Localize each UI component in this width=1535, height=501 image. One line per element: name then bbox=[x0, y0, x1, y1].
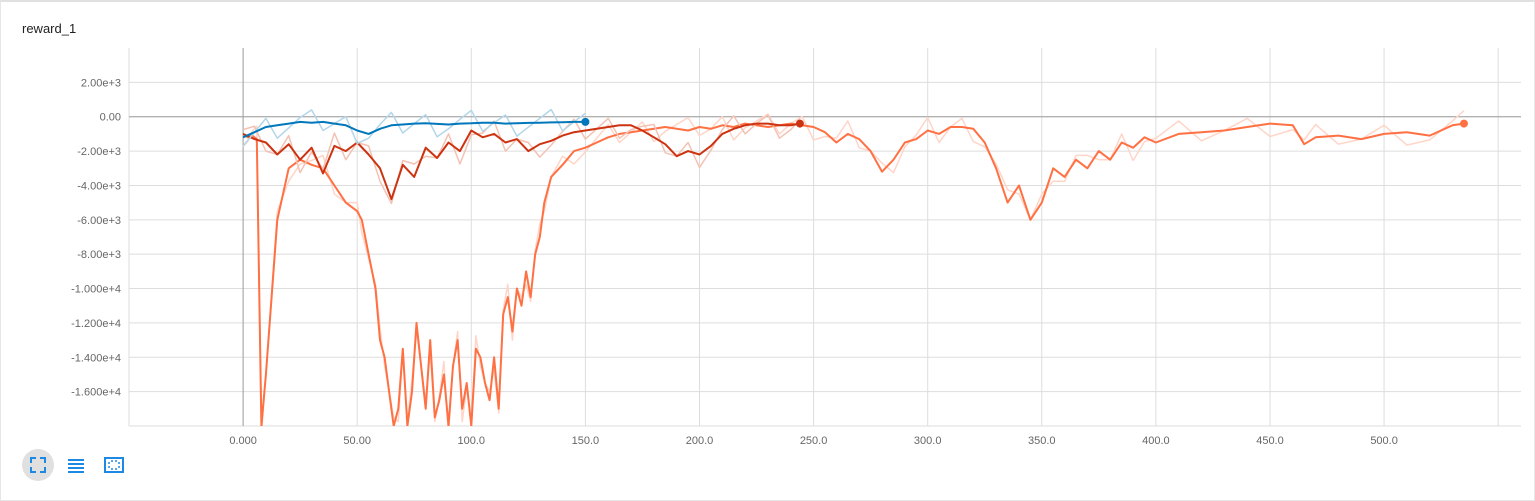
dashed-frame-icon bbox=[104, 457, 124, 473]
chart-title: reward_1 bbox=[22, 21, 77, 36]
x-tick-label: 250.0 bbox=[800, 435, 828, 447]
x-tick-label: 150.0 bbox=[572, 435, 600, 447]
series-end-point[interactable] bbox=[1459, 119, 1468, 128]
y-tick-label: -6.00e+3 bbox=[77, 215, 121, 227]
tick-label-layer: 0.000 50.00 100.0 150.0 200.0 250.0 300.0 350.0… bbox=[71, 77, 1398, 447]
series-raw-line bbox=[242, 114, 801, 205]
toggle-zoom-button[interactable] bbox=[98, 449, 130, 481]
y-tick-label: -2.00e+3 bbox=[77, 146, 121, 158]
y-tick-label: -8.00e+3 bbox=[77, 249, 121, 261]
y-tick-label: -1.400e+4 bbox=[71, 352, 121, 364]
y-tick-label: -1.200e+4 bbox=[71, 318, 121, 330]
y-tick-label: -1.000e+4 bbox=[71, 284, 121, 296]
x-tick-label: 50.00 bbox=[343, 435, 371, 447]
series-layer bbox=[242, 108, 1468, 426]
axis-layer bbox=[129, 48, 1521, 427]
list-lines-icon bbox=[68, 459, 84, 473]
expand-corners-icon bbox=[30, 457, 46, 473]
x-tick-label: 200.0 bbox=[686, 435, 714, 447]
series-raw-line bbox=[242, 108, 586, 147]
y-tick-label: -1.600e+4 bbox=[71, 387, 121, 399]
y-tick-label: 2.00e+3 bbox=[81, 77, 121, 89]
series-line bbox=[242, 120, 586, 139]
series-2 bbox=[242, 108, 590, 147]
series-line bbox=[242, 122, 801, 201]
y-tick-label: 0.00 bbox=[100, 112, 121, 124]
x-tick-label: 450.0 bbox=[1256, 435, 1284, 447]
chart-toolbar bbox=[22, 449, 130, 481]
y-tick-label: -4.00e+3 bbox=[77, 180, 121, 192]
x-tick-label: 350.0 bbox=[1028, 435, 1056, 447]
toggle-log-button[interactable] bbox=[60, 449, 92, 481]
x-tick-label: 400.0 bbox=[1142, 435, 1170, 447]
series-0 bbox=[242, 110, 1468, 426]
fit-domain-button[interactable] bbox=[22, 449, 54, 481]
series-end-point[interactable] bbox=[581, 117, 590, 126]
x-tick-label: 500.0 bbox=[1370, 435, 1398, 447]
series-1 bbox=[242, 114, 804, 205]
x-tick-label: 100.0 bbox=[458, 435, 486, 447]
series-line bbox=[242, 122, 1465, 426]
series-end-point[interactable] bbox=[795, 119, 804, 128]
x-tick-label: 300.0 bbox=[914, 435, 942, 447]
grid-layer bbox=[128, 48, 1521, 426]
x-tick-label: 0.000 bbox=[229, 435, 257, 447]
